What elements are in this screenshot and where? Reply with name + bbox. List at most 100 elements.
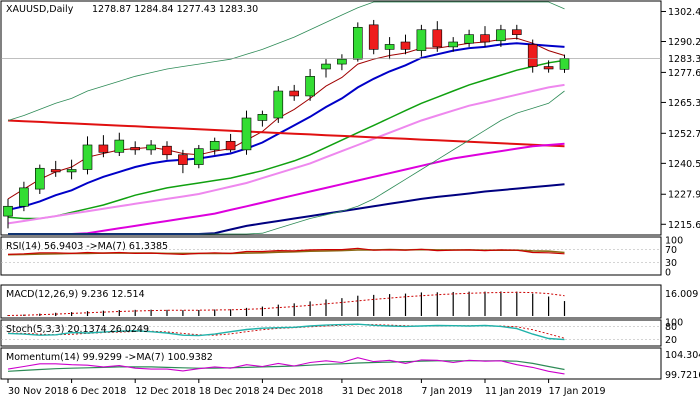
candle-body (400, 41, 411, 50)
stoch-k-line (7, 323, 565, 341)
candle-body (352, 26, 363, 60)
candle-body (559, 58, 570, 70)
stoch-label: Stoch(5,3,3) 20.1374 26.0249 (6, 324, 149, 335)
overlay-line (7, 119, 565, 148)
macd-signal-line (7, 291, 565, 316)
date-axis: 30 Nov 2018 6 Dec 2018 12 Dec 2018 18 Dec 2… (7, 379, 606, 397)
rsi-axis-tick-label: 100 (665, 236, 683, 247)
macd-panel: 16.009 MACD(12,26,9) 9.236 12.514 (0, 284, 698, 319)
candle-body (82, 144, 93, 170)
candle-body (98, 144, 109, 153)
candle-body (19, 187, 29, 207)
candle-body (511, 29, 522, 35)
candle-body (209, 140, 220, 151)
candle-body (130, 147, 140, 151)
momentum-panel-frame (0, 347, 662, 380)
macd-signal-line-path (7, 291, 565, 316)
overlay-line (7, 1, 565, 121)
date-axis-tick-label: 30 Nov 2018 (8, 386, 69, 397)
current-price-box (662, 52, 700, 65)
candle-body (543, 66, 554, 70)
candle-body (225, 140, 236, 151)
candle-body (114, 139, 125, 153)
candle-body (34, 167, 45, 190)
date-axis-tick-label: 31 Dec 2018 (342, 386, 403, 397)
candle-body (66, 169, 77, 173)
price-axis-tick-label: 1265.35 (668, 98, 700, 109)
date-axis-tick-label: 7 Jan 2019 (421, 386, 472, 397)
rsi-axis-tick-label: 0 (665, 268, 671, 279)
price-axis-tick-label: 1215.65 (668, 220, 700, 231)
momentum-panel: 104.3047 99.7216 Momentum(14) 99.9299 ->M… (0, 347, 700, 381)
price-panel: 1302.45 1290.20 1277.60 1265.35 1252.75 1240.… (0, 0, 700, 236)
candle-body (257, 114, 268, 121)
current-price-label: 1283.30 (668, 54, 700, 65)
moving-average-overlays (7, 1, 565, 235)
price-axis-tick-label: 1302.45 (668, 7, 700, 18)
date-axis-tick-label: 17 Jan 2019 (549, 386, 606, 397)
candle-body (480, 34, 490, 43)
stoch-axis-tick-label: 20 (665, 335, 677, 346)
candle-body (146, 144, 156, 151)
candle-body (50, 169, 61, 173)
price-axis-tick-label: 1290.20 (668, 37, 700, 48)
candle-body (289, 90, 300, 97)
momentum-line (7, 357, 565, 375)
overlay-line (7, 83, 565, 225)
candle-body (464, 34, 474, 44)
overlay-line (8, 142, 565, 235)
overlay-line (7, 59, 565, 220)
date-axis-tick-label: 12 Dec 2018 (135, 386, 196, 397)
price-axis-tick-label: 1227.90 (668, 190, 700, 201)
candle-body (321, 63, 331, 70)
stoch-lines (7, 323, 565, 341)
candle-body (368, 24, 379, 50)
rsi-label: RSI(14) 56.9403 ->MA(7) 61.3385 (6, 241, 168, 252)
date-axis-tick-label: 11 Jan 2019 (485, 386, 542, 397)
momentum-lines (7, 357, 565, 375)
candle-body (416, 29, 427, 51)
candle-body (305, 76, 315, 97)
momentum-axis-tick-label: 99.7216 (665, 370, 700, 381)
price-axis-tick-label: 1277.60 (668, 68, 700, 79)
macd-label: MACD(12,26,9) 9.236 12.514 (6, 289, 145, 300)
macd-axis-tick: 16.009 (665, 289, 698, 300)
momentum-label: Momentum(14) 99.9299 ->MA(7) 100.9382 (6, 352, 213, 363)
candle-body (496, 29, 506, 42)
macd-histogram (7, 291, 566, 316)
candle-body (3, 205, 13, 217)
price-axis: 1302.45 1290.20 1277.60 1265.35 1252.75 1240.… (661, 7, 700, 231)
price-panel-frame (0, 0, 662, 236)
candle-body (194, 148, 204, 165)
candle-body (432, 29, 443, 48)
candle-body (384, 44, 395, 50)
stoch-axis-tick-label: 100 (665, 318, 683, 329)
candles (3, 19, 570, 229)
overlay-line (7, 42, 565, 211)
momentum-axis-tick-label: 104.3047 (665, 350, 700, 361)
rsi-axis-tick-label: 30 (665, 258, 677, 269)
date-axis-tick-label: 6 Dec 2018 (72, 386, 127, 397)
price-axis-tick-label: 1252.75 (668, 129, 700, 140)
candle-body (241, 117, 252, 151)
candle-body (162, 145, 172, 156)
rsi-panel-frame (0, 236, 662, 276)
candle-body (337, 58, 347, 65)
candle-body (527, 44, 538, 67)
candle-body (273, 90, 284, 119)
macd-panel-frame (0, 284, 662, 319)
overlay-line (8, 90, 565, 235)
stoch-axis-tick-label: 80 (665, 322, 677, 333)
rsi-line (7, 247, 565, 256)
rsi-lines (7, 247, 565, 256)
price-axis-tick-label: 1240.50 (668, 159, 700, 170)
candle-body (448, 41, 459, 48)
date-axis-tick-label: 18 Dec 2018 (199, 386, 260, 397)
chart-symbol-label: XAUUSD,Daily (6, 4, 74, 15)
rsi-axis-tick-label: 70 (665, 245, 677, 256)
